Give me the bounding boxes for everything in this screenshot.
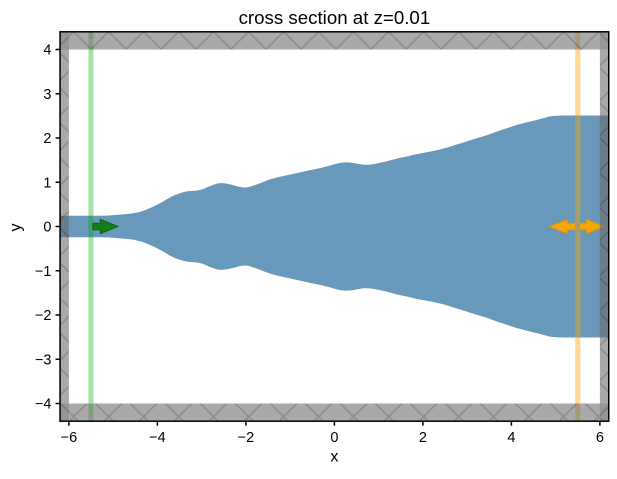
svg-text:2: 2 bbox=[419, 430, 427, 446]
svg-text:−2: −2 bbox=[35, 308, 52, 324]
svg-text:0: 0 bbox=[43, 220, 51, 236]
svg-text:3: 3 bbox=[43, 87, 51, 103]
svg-text:4: 4 bbox=[507, 430, 515, 446]
svg-text:x: x bbox=[330, 449, 338, 466]
svg-text:−3: −3 bbox=[35, 352, 52, 368]
svg-text:y: y bbox=[8, 224, 25, 232]
svg-text:1: 1 bbox=[43, 175, 51, 191]
svg-text:−2: −2 bbox=[238, 430, 255, 446]
svg-text:6: 6 bbox=[596, 430, 604, 446]
svg-text:cross section at z=0.01: cross section at z=0.01 bbox=[239, 7, 431, 28]
svg-text:2: 2 bbox=[43, 131, 51, 147]
svg-text:0: 0 bbox=[330, 430, 338, 446]
svg-text:−4: −4 bbox=[35, 397, 52, 413]
svg-text:4: 4 bbox=[43, 43, 51, 59]
svg-text:−4: −4 bbox=[149, 430, 166, 446]
svg-text:−6: −6 bbox=[61, 430, 78, 446]
svg-text:−1: −1 bbox=[35, 264, 52, 280]
